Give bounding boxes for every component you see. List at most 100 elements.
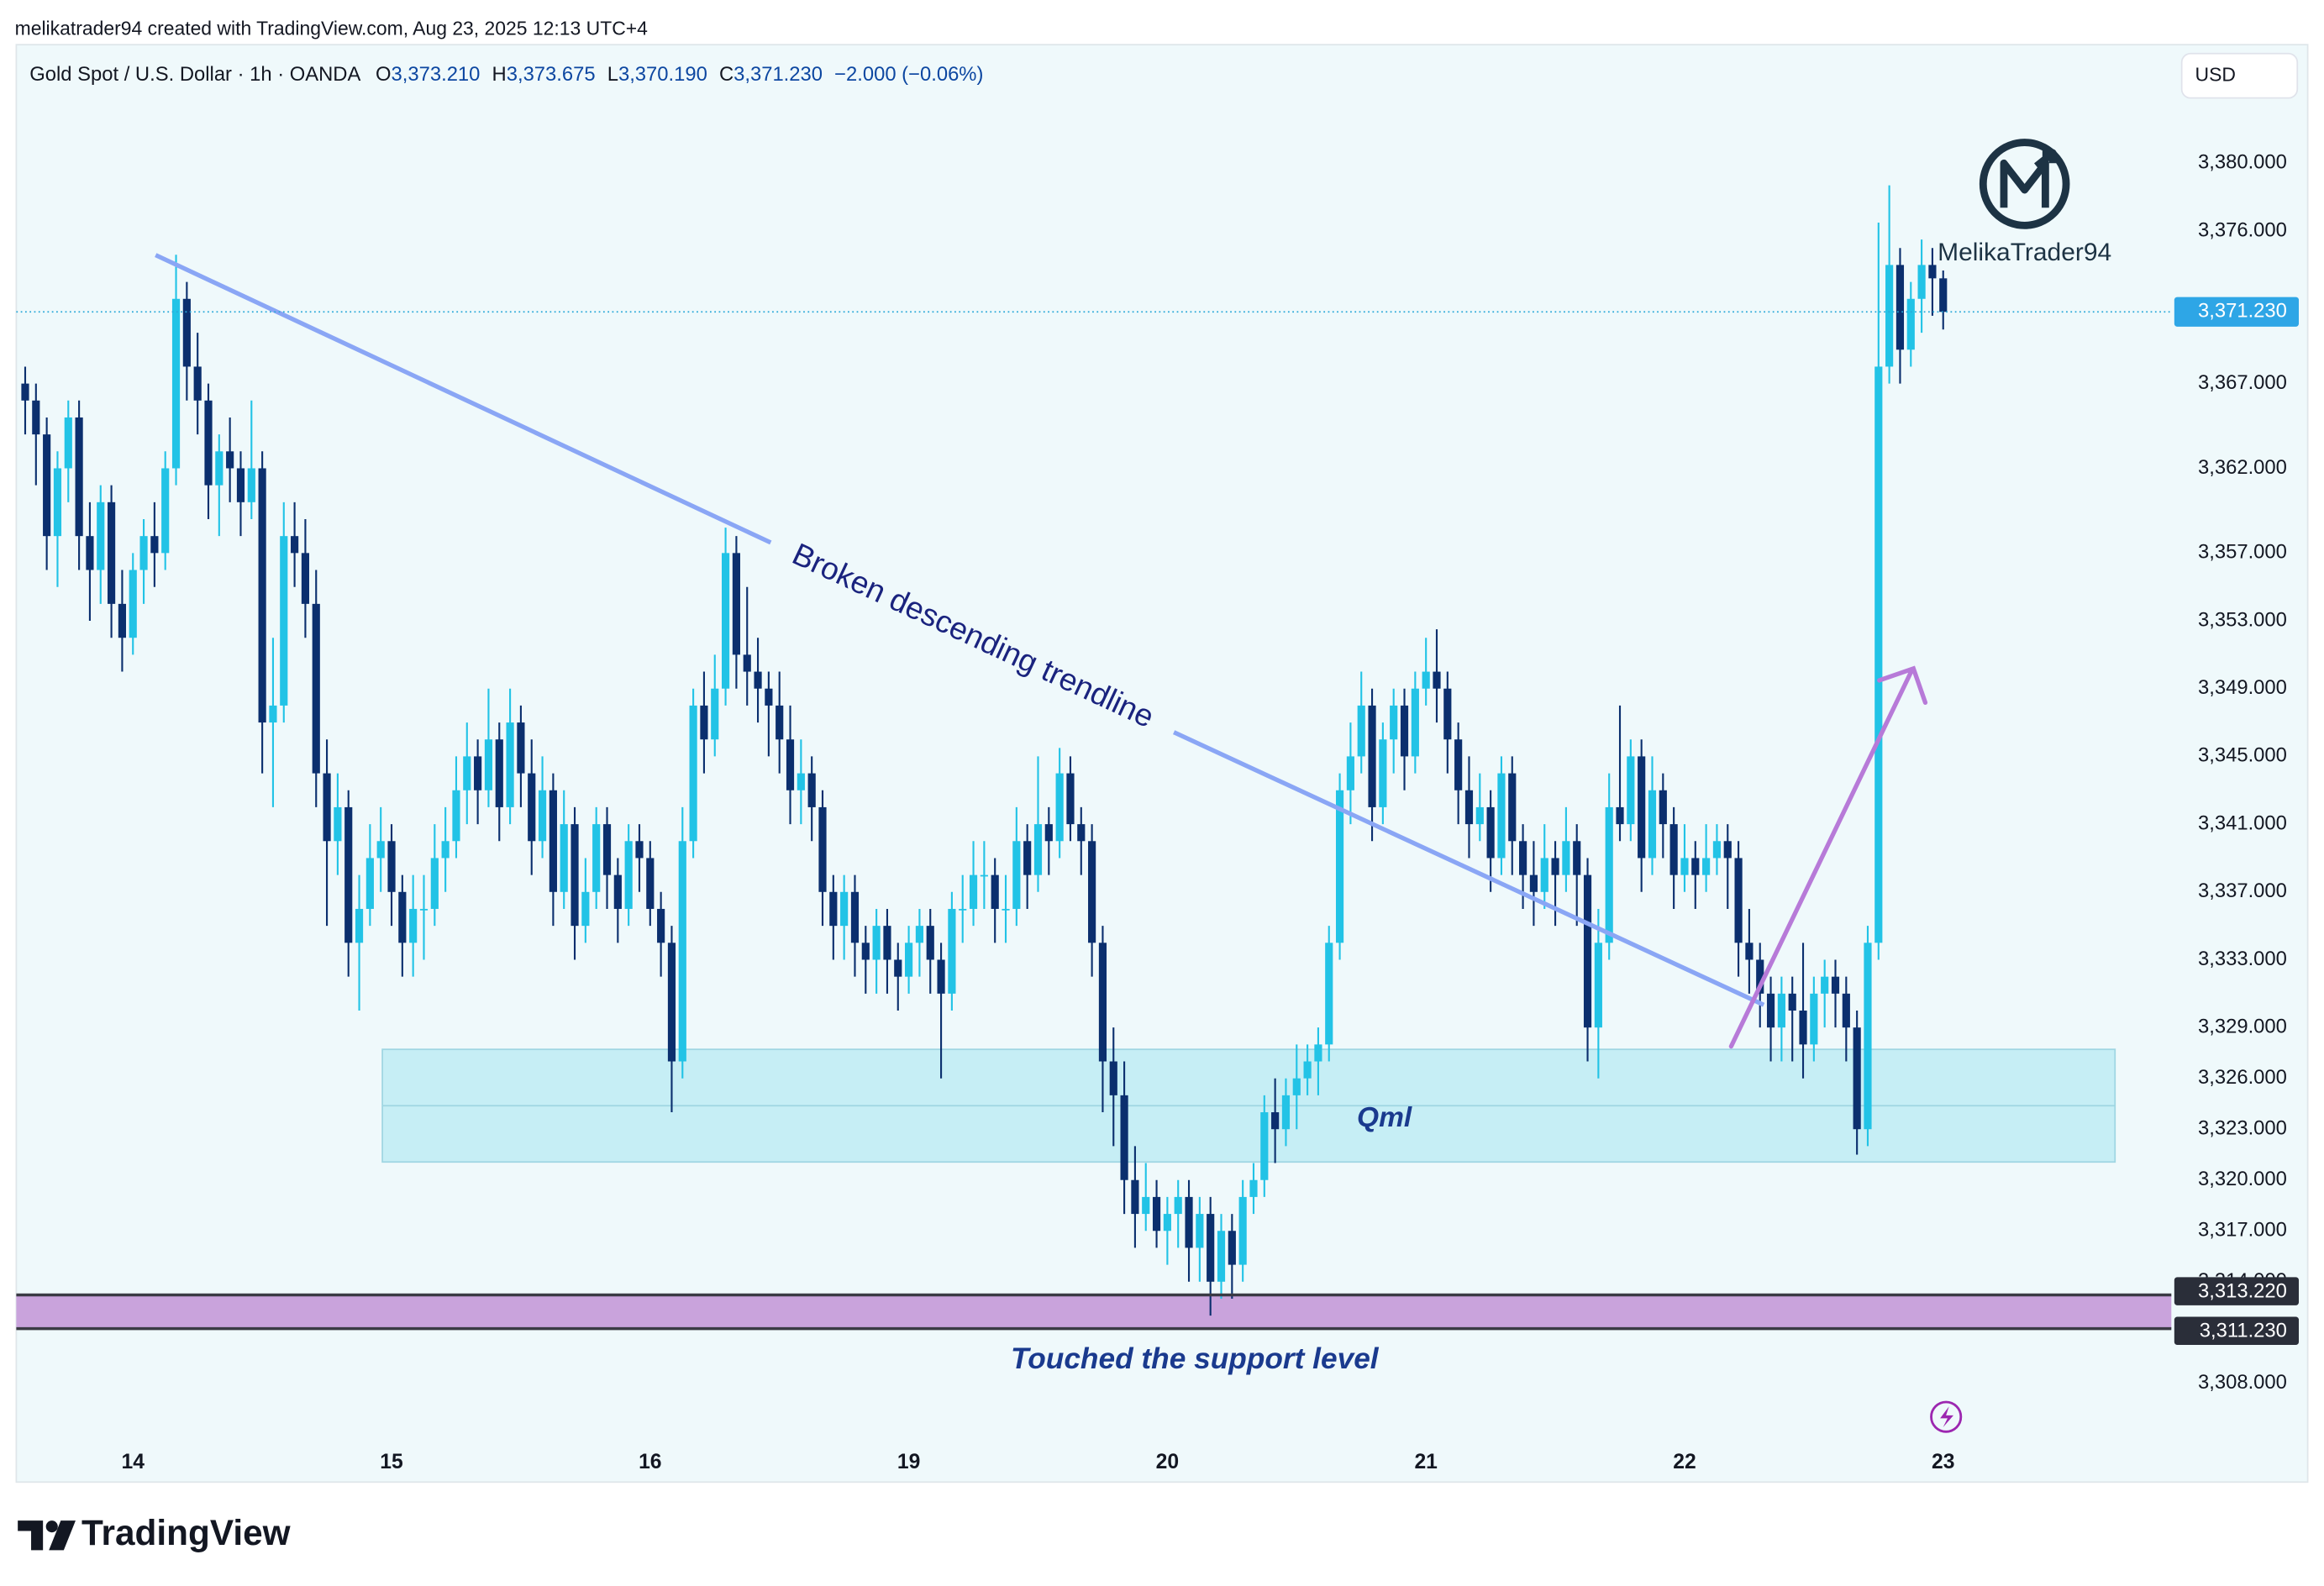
candle-body	[840, 891, 849, 927]
candle-body	[1142, 1196, 1150, 1215]
legend-key: O	[376, 64, 392, 87]
candle-body	[1228, 1231, 1236, 1265]
candle-body	[1831, 976, 1840, 994]
candle-body	[1519, 841, 1527, 875]
candle-body	[1238, 1196, 1247, 1265]
candle-body	[1077, 824, 1086, 842]
candle-body	[980, 874, 988, 877]
candle-body	[959, 908, 967, 911]
candle-body	[991, 874, 999, 909]
candle-body	[872, 926, 881, 960]
candle-body	[1777, 993, 1785, 1028]
currency-label[interactable]: USD	[2195, 63, 2236, 85]
candle-body	[107, 502, 116, 604]
candle-body	[1271, 1112, 1280, 1130]
candle-body	[883, 926, 891, 960]
candle-body	[592, 824, 601, 892]
candle-body	[905, 943, 913, 977]
candle-body	[1368, 705, 1376, 807]
candle-body	[1475, 806, 1484, 825]
candle-body	[1594, 943, 1602, 1028]
candle-body	[1917, 265, 1926, 299]
legend-value: 3,373.210	[392, 64, 481, 87]
y-tick-label: 3,326.000	[2198, 1066, 2287, 1089]
candle-body	[452, 790, 460, 842]
candle-body	[602, 824, 612, 875]
candle-body	[1152, 1196, 1161, 1232]
candle-body	[1023, 841, 1032, 875]
watermark: MelikaTrader94	[1938, 139, 2111, 266]
attribution: melikatrader94 created with TradingView.…	[15, 18, 649, 39]
candle-body	[1335, 790, 1344, 943]
candle-body	[1292, 1078, 1301, 1095]
candle-body	[1390, 705, 1398, 740]
legend-key: C	[719, 64, 733, 87]
candle-body	[1669, 824, 1678, 875]
footer-brand: TradingView	[81, 1513, 291, 1552]
candle-body	[32, 400, 40, 435]
candle-body	[409, 908, 418, 943]
candle-body	[711, 688, 719, 740]
candle-body	[506, 722, 514, 807]
candle-body	[861, 943, 870, 960]
plot-background	[15, 44, 2309, 1484]
logo-shape	[45, 1520, 58, 1533]
candle-body	[129, 570, 137, 638]
candle-body	[323, 773, 331, 842]
candle-body	[948, 908, 956, 994]
candle-body	[613, 874, 622, 909]
candle-body	[818, 806, 827, 892]
candle-body	[495, 739, 503, 807]
candle-body	[1906, 298, 1915, 350]
candle-body	[1464, 790, 1474, 825]
candle-body	[1088, 841, 1096, 943]
candle-body	[538, 790, 547, 842]
candle-body	[247, 468, 255, 502]
candle-body	[807, 773, 816, 807]
candle-body	[1357, 705, 1365, 757]
candle-body	[1853, 1027, 1861, 1130]
support-price-box	[2174, 1277, 2300, 1305]
candle-body	[969, 874, 978, 909]
trendline	[1173, 730, 1765, 1007]
candle-body	[269, 705, 277, 723]
candle-body	[1131, 1179, 1139, 1215]
candle-body	[1454, 739, 1463, 790]
candle-body	[1411, 688, 1419, 757]
y-tick-label: 3,357.000	[2198, 541, 2287, 564]
candle-body	[1939, 278, 1948, 312]
candle-body	[1562, 841, 1570, 875]
candle-body	[1196, 1214, 1204, 1248]
candle-body	[1702, 858, 1711, 875]
candle-body	[1207, 1214, 1215, 1282]
candle-body	[1120, 1095, 1128, 1180]
candle-body	[139, 536, 148, 570]
candle-body	[161, 468, 170, 554]
legend-change: −2.000 (−0.06%)	[834, 64, 983, 87]
candle-body	[1174, 1196, 1182, 1215]
icon-circle	[1930, 1400, 1963, 1433]
candle-body	[1810, 993, 1818, 1045]
watermark-text: MelikaTrader94	[1938, 239, 2111, 266]
candle-body	[97, 502, 105, 570]
candle-body	[376, 841, 385, 859]
candle-body	[926, 926, 934, 960]
zone-label: Qml	[1357, 1102, 1412, 1133]
candle-body	[1163, 1214, 1171, 1232]
candle-body	[732, 553, 740, 655]
legend-value: 3,373.675	[507, 64, 596, 87]
candle-body	[182, 298, 191, 367]
candle-body	[484, 739, 493, 790]
candle-body	[1012, 841, 1021, 909]
candle-body	[1734, 858, 1743, 943]
candle-body	[1109, 1061, 1117, 1095]
last-price-label: 3,371.230	[2198, 300, 2287, 323]
logo-shape	[18, 1520, 44, 1551]
candle-body	[721, 553, 730, 689]
candle-body	[301, 553, 310, 604]
candle-body	[765, 688, 773, 706]
candle-body	[850, 891, 860, 943]
currency-button[interactable]	[2180, 52, 2299, 99]
candle-body	[1529, 874, 1538, 892]
candle-body	[1788, 993, 1796, 1011]
